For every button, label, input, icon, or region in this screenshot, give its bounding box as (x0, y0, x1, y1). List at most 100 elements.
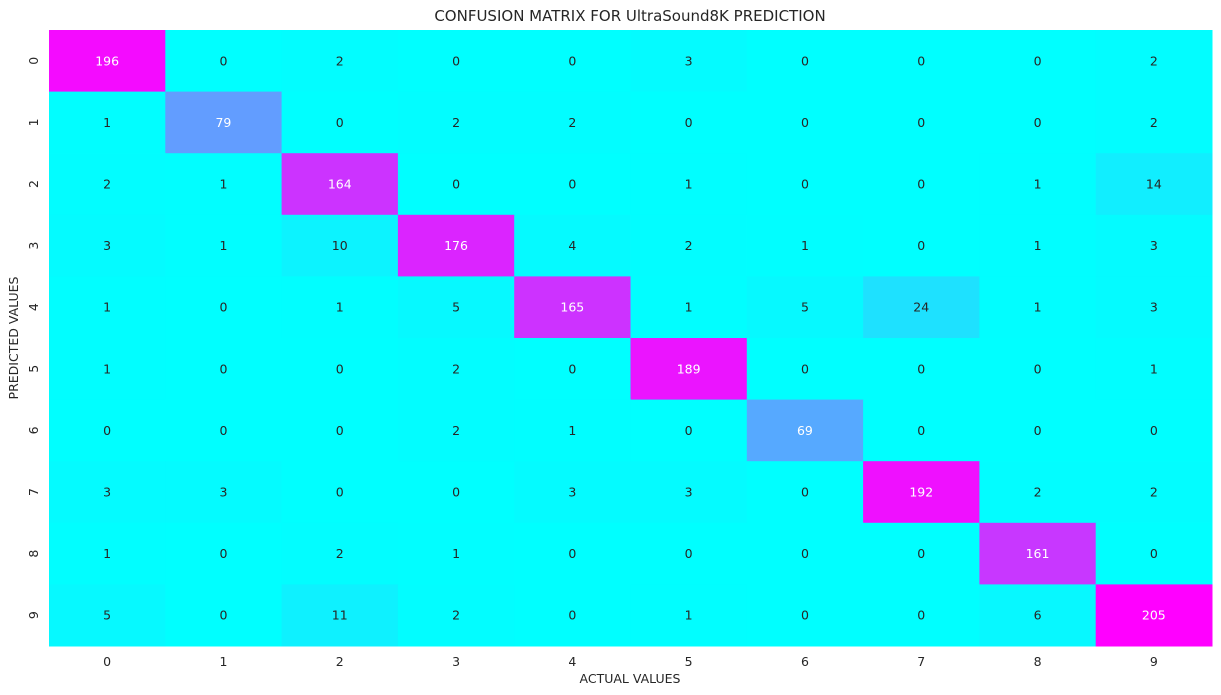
heatmap-cell (49, 461, 166, 524)
cell-value-label: 0 (1034, 115, 1042, 130)
cell-value-label: 0 (801, 361, 809, 376)
x-axis-label: ACTUAL VALUES (580, 671, 681, 686)
cell-value-label: 3 (103, 238, 111, 253)
heatmap-cell (746, 153, 864, 216)
cell-value-label: 1 (103, 361, 111, 376)
heatmap-cell (1095, 91, 1213, 154)
cell-value-label: 0 (917, 238, 925, 253)
heatmap-cell (514, 91, 631, 154)
heatmap-cell (165, 214, 283, 277)
heatmap-cell (746, 522, 864, 585)
cell-value-label: 2 (568, 115, 576, 130)
cell-value-label: 0 (685, 115, 693, 130)
cell-value-label: 0 (917, 53, 925, 68)
heatmap-cell (1095, 153, 1213, 216)
y-tick-label: 3 (26, 242, 41, 250)
cell-value-label: 1 (219, 238, 227, 253)
y-tick-label: 2 (26, 180, 41, 188)
heatmap-cell (165, 276, 283, 339)
heatmap-cell (165, 338, 283, 401)
cell-value-label: 0 (917, 608, 925, 623)
cell-value-label: 1 (1034, 300, 1042, 315)
heatmap-cell (514, 276, 631, 339)
heatmap-cell (281, 584, 399, 647)
heatmap-cell (49, 522, 166, 585)
x-tick-label: 1 (219, 654, 227, 669)
heatmap-cell (746, 584, 864, 647)
cell-value-label: 0 (103, 423, 111, 438)
y-tick-label: 0 (26, 57, 41, 65)
heatmap-cells (49, 30, 1213, 647)
heatmap-cell (863, 338, 980, 401)
cell-value-label: 164 (328, 177, 352, 192)
cell-value-label: 1 (103, 546, 111, 561)
cell-value-label: 0 (685, 423, 693, 438)
heatmap-cell (746, 461, 864, 524)
x-axis-ticks: 0 1 2 3 4 5 6 7 8 9 (103, 654, 1158, 669)
heatmap-cell (630, 30, 748, 93)
heatmap-cell (281, 214, 399, 277)
cell-value-label: 0 (801, 115, 809, 130)
cell-value-label: 0 (219, 423, 227, 438)
heatmap-cell (397, 584, 515, 647)
cell-value-label: 0 (917, 361, 925, 376)
cell-value-label: 2 (1034, 485, 1042, 500)
cell-value-label: 0 (801, 177, 809, 192)
y-tick-label: 1 (26, 118, 41, 126)
cell-value-label: 0 (568, 361, 576, 376)
cell-value-label: 0 (219, 300, 227, 315)
cell-value-label: 161 (1026, 546, 1050, 561)
cell-value-label: 1 (568, 423, 576, 438)
heatmap-cell (49, 214, 166, 277)
cell-value-label: 0 (1150, 423, 1158, 438)
cell-value-label: 2 (336, 546, 344, 561)
cell-value-label: 2 (103, 177, 111, 192)
heatmap-cell (630, 522, 748, 585)
heatmap-cell (630, 461, 748, 524)
heatmap-cell (746, 276, 864, 339)
heatmap-cell (281, 30, 399, 93)
cell-value-label: 0 (801, 608, 809, 623)
heatmap-cell (979, 214, 1097, 277)
cell-value-label: 2 (452, 361, 460, 376)
heatmap-cell (863, 522, 980, 585)
cell-value-label: 1 (801, 238, 809, 253)
cell-value-label: 0 (917, 177, 925, 192)
heatmap-cell (979, 584, 1097, 647)
cell-value-label: 1 (103, 300, 111, 315)
y-tick-label: 4 (26, 303, 41, 311)
y-tick-label: 5 (26, 365, 41, 373)
cell-value-label: 2 (1150, 115, 1158, 130)
cell-value-label: 0 (336, 485, 344, 500)
heatmap-cell (863, 214, 980, 277)
heatmap-cell (863, 30, 980, 93)
cell-value-label: 0 (219, 608, 227, 623)
heatmap-cell (979, 461, 1097, 524)
cell-value-label: 0 (917, 115, 925, 130)
heatmap-cell (746, 91, 864, 154)
y-tick-label: 7 (26, 488, 41, 496)
cell-value-label: 189 (677, 361, 701, 376)
cell-value-label: 2 (1150, 485, 1158, 500)
heatmap-cell (514, 461, 631, 524)
cell-value-label: 0 (568, 53, 576, 68)
heatmap-cell (49, 91, 166, 154)
cell-value-label: 2 (452, 423, 460, 438)
heatmap-cell (514, 584, 631, 647)
heatmap-cell (979, 153, 1097, 216)
cell-value-label: 0 (452, 485, 460, 500)
cell-value-label: 5 (103, 608, 111, 623)
cell-value-label: 0 (1034, 423, 1042, 438)
heatmap-cell (49, 153, 166, 216)
cell-value-label: 1 (685, 177, 693, 192)
cell-value-label: 1 (103, 115, 111, 130)
heatmap-cell (979, 338, 1097, 401)
x-tick-label: 6 (801, 654, 809, 669)
cell-value-label: 1 (219, 177, 227, 192)
cell-value-label: 1 (452, 546, 460, 561)
heatmap-cell (281, 91, 399, 154)
cell-value-label: 0 (917, 546, 925, 561)
cell-value-label: 79 (215, 115, 231, 130)
cell-value-label: 3 (1150, 238, 1158, 253)
heatmap-cell (397, 399, 515, 462)
